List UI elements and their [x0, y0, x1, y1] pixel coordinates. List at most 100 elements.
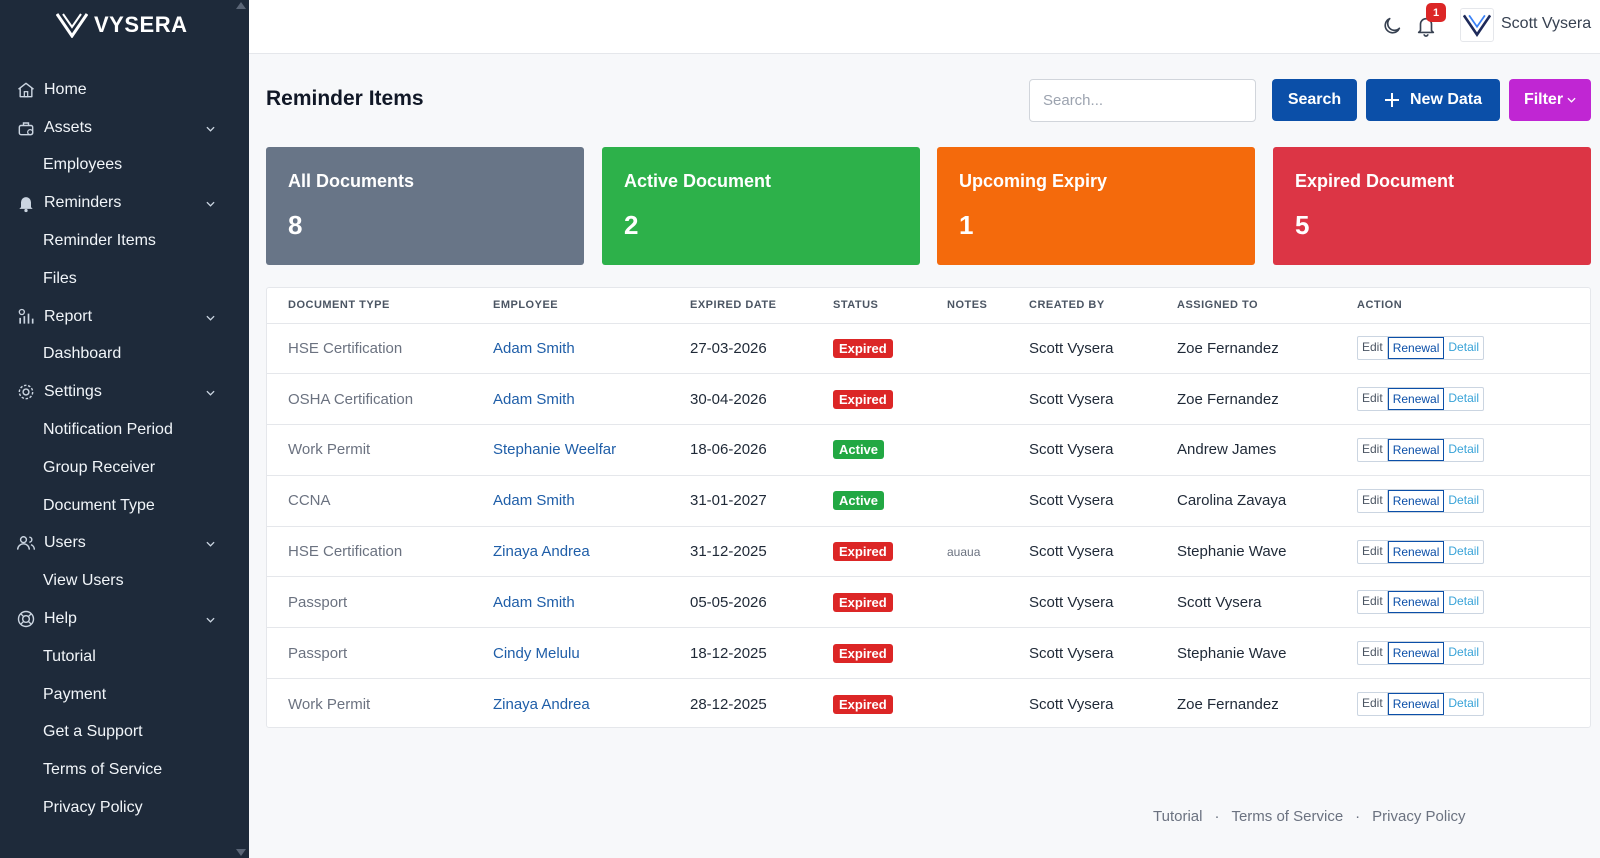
- column-header[interactable]: STATUS: [812, 288, 926, 324]
- edit-button[interactable]: Edit: [1358, 438, 1388, 461]
- card-upcoming-expiry[interactable]: Upcoming Expiry 1: [937, 147, 1255, 265]
- sidebar-item-label: Report: [44, 307, 93, 325]
- renewal-button[interactable]: Renewal: [1387, 591, 1445, 614]
- search-button[interactable]: Search: [1272, 79, 1357, 121]
- employee-link[interactable]: Zinaya Andrea: [493, 695, 590, 713]
- renewal-button[interactable]: Renewal: [1387, 693, 1445, 716]
- action-button-group: Edit Renewal Detail: [1357, 539, 1485, 564]
- table-row: CCNA Adam Smith 31-01-2027 Active Scott Vyse…: [267, 475, 1590, 527]
- sidebar-item-privacy-policy[interactable]: Privacy Policy: [0, 789, 249, 827]
- edit-button[interactable]: Edit: [1358, 489, 1388, 512]
- cell-status: Expired: [812, 628, 926, 679]
- renewal-button[interactable]: Renewal: [1387, 540, 1445, 563]
- column-header[interactable]: EMPLOYEE: [472, 288, 669, 324]
- card-value: 5: [1295, 210, 1310, 240]
- edit-button[interactable]: Edit: [1358, 540, 1388, 563]
- renewal-button[interactable]: Renewal: [1387, 489, 1445, 512]
- user-avatar[interactable]: [1460, 8, 1494, 42]
- sidebar-item-users[interactable]: Users: [0, 525, 249, 563]
- footer-link-tutorial[interactable]: Tutorial: [1153, 808, 1203, 825]
- edit-button[interactable]: Edit: [1358, 337, 1388, 360]
- column-header[interactable]: NOTES: [926, 288, 1008, 324]
- edit-button[interactable]: Edit: [1358, 642, 1388, 665]
- card-expired-document[interactable]: Expired Document 5: [1273, 147, 1591, 265]
- footer-link-terms[interactable]: Terms of Service: [1231, 808, 1344, 825]
- sidebar-item-assets[interactable]: Assets: [0, 109, 249, 147]
- cell-status: Expired: [812, 526, 926, 577]
- sidebar-item-report[interactable]: Report: [0, 298, 249, 336]
- status-badge: Expired: [833, 542, 893, 562]
- edit-button[interactable]: Edit: [1358, 693, 1388, 716]
- detail-button[interactable]: Detail: [1448, 391, 1480, 406]
- status-badge: Expired: [833, 389, 893, 409]
- sidebar-item-payment[interactable]: Payment: [0, 676, 249, 714]
- detail-button[interactable]: Detail: [1448, 492, 1480, 507]
- detail-button[interactable]: Detail: [1448, 696, 1480, 711]
- sidebar-item-notification-period[interactable]: Notification Period: [0, 411, 249, 449]
- cell-created-by: Scott Vysera: [1029, 695, 1114, 713]
- sidebar-item-settings[interactable]: Settings: [0, 373, 249, 411]
- employee-link[interactable]: Zinaya Andrea: [493, 543, 590, 561]
- brand-logo[interactable]: VYSERA: [56, 12, 187, 38]
- sidebar-scroll-up[interactable]: [236, 2, 246, 9]
- card-title: Upcoming Expiry: [959, 171, 1108, 191]
- dark-mode-icon[interactable]: [1381, 15, 1403, 37]
- status-badge: Expired: [833, 643, 893, 663]
- sidebar-scroll-down[interactable]: [236, 849, 246, 856]
- renewal-button[interactable]: Renewal: [1387, 642, 1445, 665]
- employee-link[interactable]: Adam Smith: [493, 492, 575, 510]
- card-active-document[interactable]: Active Document 2: [602, 147, 920, 265]
- cell-employee: Adam Smith: [472, 577, 669, 628]
- column-header: ACTION: [1336, 288, 1590, 324]
- filter-button-label: Filter: [1523, 91, 1564, 108]
- cell-created-by: Scott Vysera: [1029, 644, 1114, 662]
- new-data-button[interactable]: New Data: [1366, 79, 1500, 121]
- sidebar-item-group-receiver[interactable]: Group Receiver: [0, 449, 249, 487]
- cell-action: Edit Renewal Detail: [1336, 628, 1590, 679]
- cell-document-type: OSHA Certification: [288, 390, 414, 408]
- sidebar-item-document-type[interactable]: Document Type: [0, 487, 249, 525]
- filter-button[interactable]: Filter: [1509, 79, 1591, 121]
- column-header[interactable]: ASSIGNED TO: [1156, 288, 1336, 324]
- sidebar-item-employees[interactable]: Employees: [0, 147, 249, 185]
- column-header[interactable]: DOCUMENT TYPE: [267, 288, 472, 324]
- action-button-group: Edit Renewal Detail: [1357, 692, 1485, 717]
- renewal-button[interactable]: Renewal: [1387, 388, 1445, 411]
- sidebar-item-tutorial[interactable]: Tutorial: [0, 638, 249, 676]
- action-button-group: Edit Renewal Detail: [1357, 590, 1485, 615]
- column-header[interactable]: CREATED BY: [1008, 288, 1156, 324]
- table-row: HSE Certification Adam Smith 27-03-2026 Exp…: [267, 323, 1590, 374]
- edit-button[interactable]: Edit: [1358, 388, 1388, 411]
- sidebar-item-terms-of-service[interactable]: Terms of Service: [0, 751, 249, 789]
- employee-link[interactable]: Adam Smith: [493, 593, 575, 611]
- renewal-button[interactable]: Renewal: [1387, 337, 1445, 360]
- card-all-documents[interactable]: All Documents 8: [266, 147, 584, 265]
- employee-link[interactable]: Cindy Melulu: [493, 644, 580, 662]
- sidebar-item-get-a-support[interactable]: Get a Support: [0, 714, 249, 752]
- search-input[interactable]: [1029, 79, 1256, 122]
- sidebar-item-reminders[interactable]: Reminders: [0, 184, 249, 222]
- employee-link[interactable]: Adam Smith: [493, 390, 575, 408]
- cell-status: Expired: [812, 374, 926, 425]
- footer-link-privacy[interactable]: Privacy Policy: [1372, 808, 1466, 825]
- sidebar-item-home[interactable]: Home: [0, 71, 249, 109]
- sidebar-item-view-users[interactable]: View Users: [0, 562, 249, 600]
- cell-notes: [926, 628, 1008, 679]
- column-header[interactable]: EXPIRED DATE: [669, 288, 812, 324]
- sidebar-item-reminder-items[interactable]: Reminder Items: [0, 222, 249, 260]
- detail-button[interactable]: Detail: [1448, 645, 1480, 660]
- renewal-button[interactable]: Renewal: [1387, 438, 1445, 461]
- detail-button[interactable]: Detail: [1448, 543, 1480, 558]
- detail-button[interactable]: Detail: [1448, 441, 1480, 456]
- sidebar-item-files[interactable]: Files: [0, 260, 249, 298]
- employee-link[interactable]: Adam Smith: [493, 339, 575, 357]
- sidebar-item-dashboard[interactable]: Dashboard: [0, 336, 249, 374]
- user-name[interactable]: Scott Vysera: [1501, 15, 1592, 32]
- sidebar-item-help[interactable]: Help: [0, 600, 249, 638]
- edit-button[interactable]: Edit: [1358, 591, 1388, 614]
- cell-status: Active: [812, 475, 926, 526]
- detail-button[interactable]: Detail: [1448, 340, 1480, 355]
- employee-link[interactable]: Stephanie Weelfar: [493, 441, 617, 459]
- detail-button[interactable]: Detail: [1448, 594, 1480, 609]
- card-value: 2: [624, 210, 639, 240]
